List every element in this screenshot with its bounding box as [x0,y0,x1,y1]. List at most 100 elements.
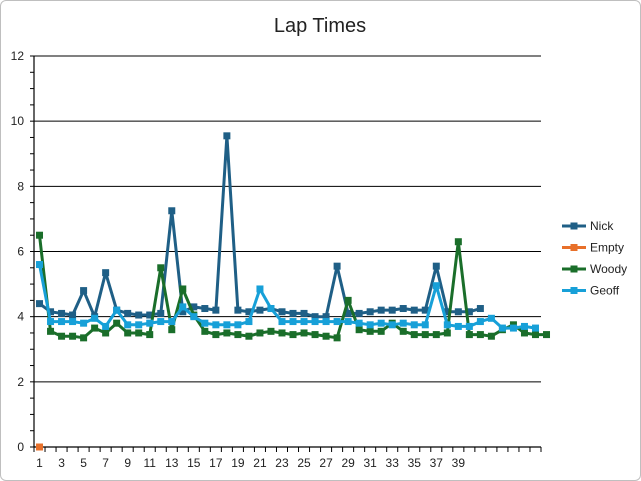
data-point-nick [289,309,297,317]
data-point-geoff [157,318,165,326]
data-point-geoff [377,319,385,327]
data-point-geoff [124,321,132,329]
data-point-woody [520,329,528,337]
y-tick-label: 0 [17,440,24,454]
data-point-nick [102,269,110,277]
data-point-nick [146,311,154,319]
data-point-nick [421,306,429,314]
data-point-nick [366,308,374,316]
data-point-geoff [421,321,429,329]
data-point-nick [179,308,187,316]
data-point-geoff [289,318,297,326]
data-point-geoff [190,313,198,321]
x-tick-label: 13 [165,456,179,470]
legend-item-empty: Empty [562,241,624,255]
y-tick-label: 2 [17,375,24,389]
gridlines [34,55,541,383]
x-tick-label: 3 [58,456,65,470]
data-point-woody [223,329,231,337]
data-point-nick [223,132,231,140]
data-point-nick [432,262,440,270]
x-tick-label: 25 [297,456,311,470]
data-point-woody [135,329,143,337]
legend-marker-swatch [570,222,578,230]
data-point-geoff [355,319,363,327]
data-point-geoff [476,318,484,326]
data-point-nick [443,308,451,316]
data-point-geoff [102,322,110,330]
data-point-woody [443,329,451,337]
data-point-geoff [509,324,517,332]
x-tick-label: 1 [36,456,43,470]
data-point-woody [289,331,297,339]
series-geoff [36,261,539,332]
data-point-geoff [58,318,66,326]
data-point-woody [201,327,209,335]
data-point-woody [36,231,44,239]
legend: Nick Empty Woody Geoff [562,219,627,298]
data-point-nick [355,309,363,317]
data-point-nick [300,309,308,317]
chart-title: Lap Times [274,15,366,37]
x-tick-label: 19 [231,456,245,470]
y-tick-label: 6 [17,245,24,259]
data-point-geoff [168,318,176,326]
x-tick-label: 29 [341,456,355,470]
data-point-geoff [179,303,187,311]
x-tick-label: 27 [319,456,333,470]
data-point-woody [432,331,440,339]
data-point-woody [421,331,429,339]
data-point-woody [267,327,275,335]
data-point-woody [487,332,495,340]
data-point-geoff [91,314,99,322]
data-point-woody [113,319,121,327]
legend-label: Nick [590,219,614,233]
data-point-woody [245,332,253,340]
data-point-woody [146,331,154,339]
x-tick-label: 7 [102,456,109,470]
data-point-woody [58,332,66,340]
data-point-geoff [399,319,407,327]
data-point-nick [124,309,132,317]
series-empty [36,443,44,451]
data-point-nick [201,305,209,313]
data-point-woody [543,331,551,339]
data-point-woody [531,331,539,339]
data-point-geoff [135,321,143,329]
data-point-woody [322,332,330,340]
data-point-nick [465,308,473,316]
data-point-nick [388,306,396,314]
data-point-nick [399,305,407,313]
x-tick-label: 21 [253,456,267,470]
data-point-geoff [113,306,121,314]
y-tick-label: 4 [17,310,24,324]
data-point-woody [91,324,99,332]
x-tick-label: 9 [124,456,131,470]
legend-marker-swatch [570,287,578,294]
data-point-woody [377,327,385,335]
data-point-woody [399,327,407,335]
data-point-nick [245,308,253,316]
data-point-geoff [322,318,330,326]
legend-marker-swatch [570,265,578,273]
data-point-geoff [278,318,286,326]
data-point-nick [47,308,55,316]
data-point-nick [333,262,341,270]
data-point-nick [454,308,462,316]
data-point-woody [311,331,319,339]
y-tick-label: 12 [11,49,25,63]
data-point-geoff [454,322,462,330]
data-point-woody [168,326,176,334]
data-point-nick [36,300,44,308]
data-point-geoff [300,318,308,326]
data-point-nick [212,306,220,314]
series-lines [36,132,551,451]
legend-label: Woody [590,262,627,276]
data-point-nick [278,308,286,316]
data-point-nick [344,309,352,317]
data-point-woody [333,334,341,342]
data-point-woody [80,334,88,342]
data-point-woody [410,331,418,339]
data-point-geoff [212,321,220,329]
